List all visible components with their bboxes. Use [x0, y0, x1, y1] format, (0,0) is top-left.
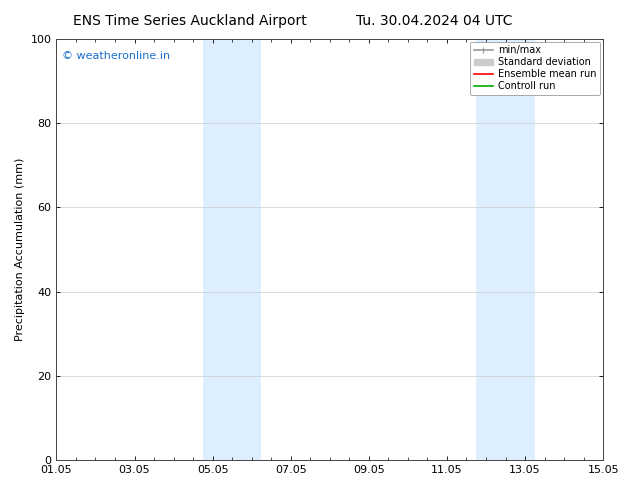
- Text: © weatheronline.in: © weatheronline.in: [62, 51, 170, 61]
- Bar: [476, 39, 535, 460]
- Legend: min/max, Standard deviation, Ensemble mean run, Controll run: min/max, Standard deviation, Ensemble me…: [470, 42, 600, 95]
- Text: ENS Time Series Auckland Airport: ENS Time Series Auckland Airport: [74, 14, 307, 28]
- Bar: [203, 39, 261, 460]
- Y-axis label: Precipitation Accumulation (mm): Precipitation Accumulation (mm): [15, 158, 25, 341]
- Text: Tu. 30.04.2024 04 UTC: Tu. 30.04.2024 04 UTC: [356, 14, 512, 28]
